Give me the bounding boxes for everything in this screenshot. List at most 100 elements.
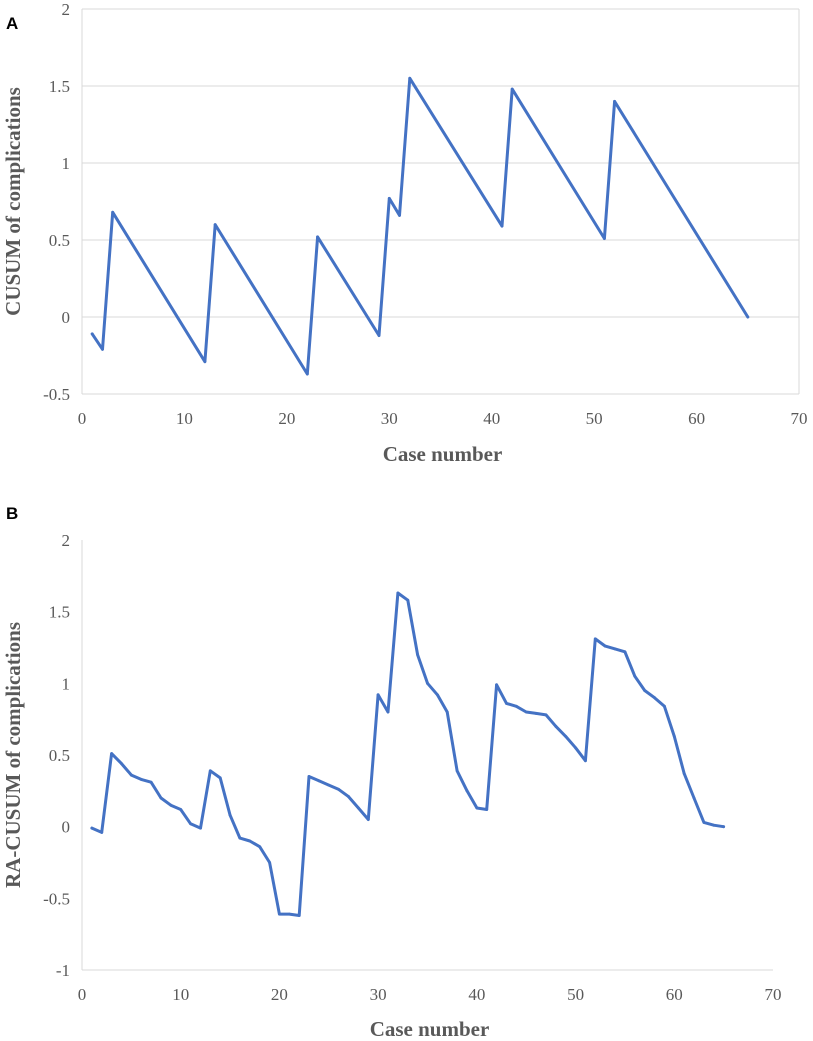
x-tick-label: 30 xyxy=(370,985,387,1004)
x-tick-label: 50 xyxy=(586,409,603,428)
data-point xyxy=(100,831,104,834)
data-point xyxy=(149,780,153,784)
data-point xyxy=(268,861,271,864)
data-point xyxy=(297,914,301,917)
x-tick-label: 0 xyxy=(78,985,87,1004)
data-point xyxy=(702,820,706,824)
data-point xyxy=(663,704,666,708)
data-point xyxy=(169,803,173,807)
data-point xyxy=(408,76,412,80)
data-point xyxy=(258,845,262,849)
data-point xyxy=(500,224,504,228)
series-line xyxy=(90,76,750,376)
data-point xyxy=(485,808,489,811)
panel-b: B -1 -0.5 0 0.5 1 1.5 2 0 10 20 30 40 50 60 70 Case num… xyxy=(0,504,813,1041)
x-tick-label: 10 xyxy=(176,409,193,428)
data-point xyxy=(692,796,696,800)
x-tick-label: 30 xyxy=(381,409,398,428)
y-tick-label: -0.5 xyxy=(43,385,70,404)
data-point xyxy=(228,813,232,817)
data-point xyxy=(398,213,401,217)
data-point xyxy=(672,734,676,738)
data-point xyxy=(218,776,222,780)
panel-a-letter: A xyxy=(6,14,19,33)
data-point xyxy=(643,689,647,692)
data-point xyxy=(199,826,202,830)
data-point xyxy=(455,769,459,773)
data-point xyxy=(613,100,617,103)
data-point xyxy=(593,637,597,641)
panel-a: A -0.5 0 0.5 1 1.5 2 0 10 20 30 40 50 60 70 Case numbe… xyxy=(0,0,813,520)
data-point xyxy=(376,693,380,697)
data-point xyxy=(366,818,370,821)
y-tick-label: 0 xyxy=(62,308,71,327)
data-point xyxy=(746,315,750,319)
y-tick-label: 0 xyxy=(62,818,71,837)
data-point xyxy=(396,591,400,595)
data-point xyxy=(189,822,192,826)
data-point xyxy=(426,681,429,685)
data-point xyxy=(514,704,518,708)
x-tick-label: 10 xyxy=(172,985,189,1004)
data-point xyxy=(554,724,558,728)
data-point xyxy=(510,87,514,91)
data-point xyxy=(327,783,331,787)
x-tick-label: 70 xyxy=(765,985,782,1004)
data-point xyxy=(90,826,94,830)
x-tick-label: 60 xyxy=(666,985,683,1004)
data-point xyxy=(387,197,391,200)
data-point xyxy=(564,734,568,738)
data-point xyxy=(722,825,726,829)
data-point xyxy=(445,710,449,714)
data-point xyxy=(357,806,360,810)
x-tick-label: 60 xyxy=(688,409,705,428)
y-tick-label: 2 xyxy=(62,0,71,19)
y-axis-title: RA-CUSUM of complications xyxy=(1,622,25,888)
data-point xyxy=(682,772,686,776)
y-tick-label: -0.5 xyxy=(43,889,70,908)
y-axis-title: CUSUM of complications xyxy=(1,87,25,316)
data-point xyxy=(208,769,212,773)
x-tick-label: 20 xyxy=(278,409,295,428)
data-point xyxy=(278,912,281,916)
data-point xyxy=(495,683,498,687)
x-tick-label: 70 xyxy=(791,409,808,428)
data-point xyxy=(406,598,410,602)
y-tick-label: 2 xyxy=(62,531,71,550)
data-point xyxy=(534,712,538,715)
x-tick-label: 0 xyxy=(78,409,87,428)
data-point xyxy=(603,644,607,648)
data-point xyxy=(613,647,617,651)
data-point xyxy=(305,372,309,376)
y-tick-label: 0.5 xyxy=(49,231,70,250)
data-point xyxy=(203,360,207,364)
data-point xyxy=(435,693,439,697)
data-point xyxy=(416,653,420,657)
x-tick-label: 40 xyxy=(483,409,500,428)
y-tick-label: 1 xyxy=(62,674,71,693)
data-point xyxy=(712,823,716,827)
data-point xyxy=(120,762,123,765)
data-point xyxy=(602,237,606,240)
panel-b-letter: B xyxy=(6,504,19,523)
data-point xyxy=(139,777,143,781)
data-point xyxy=(465,789,469,793)
x-tick-label: 20 xyxy=(271,985,288,1004)
data-point xyxy=(287,912,291,916)
data-point xyxy=(129,773,133,777)
data-point xyxy=(179,808,183,811)
y-tick-label: 0.5 xyxy=(49,746,70,765)
y-tick-label: 1.5 xyxy=(49,603,70,622)
data-point xyxy=(307,775,311,778)
data-point xyxy=(110,752,114,755)
data-point xyxy=(505,702,508,705)
y-tick-label: 1.5 xyxy=(49,77,70,96)
data-point xyxy=(653,696,656,700)
x-tick-label: 40 xyxy=(468,985,485,1004)
data-point xyxy=(101,347,104,351)
data-point xyxy=(544,713,548,717)
y-tick-label: -1 xyxy=(56,961,70,980)
data-point xyxy=(213,223,217,227)
